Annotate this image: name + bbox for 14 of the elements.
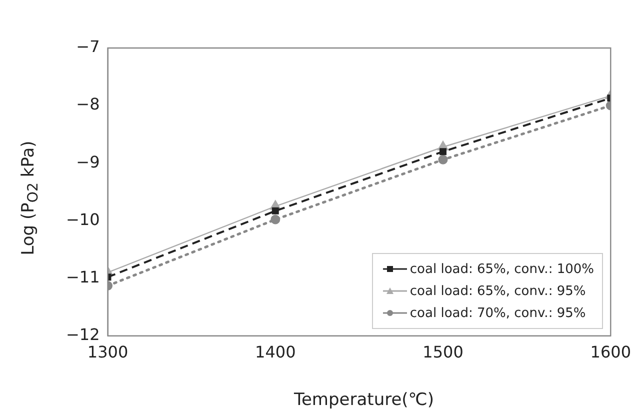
y-tick-label: −8 (76, 94, 100, 114)
y-tick-label: −9 (76, 152, 100, 172)
y-tick-label: −10 (66, 210, 100, 229)
x-axis-title: Temperature(℃) (294, 390, 434, 410)
legend-label: coal load: 70%, conv.: 95% (410, 306, 586, 320)
legend-label: coal load: 65%, conv.: 100% (410, 262, 594, 276)
x-tick-label: 1300 (87, 342, 128, 362)
y-tick-label: −12 (66, 324, 100, 344)
x-tick-label: 1500 (422, 342, 464, 362)
x-tick-label: 1400 (255, 342, 296, 362)
y-tick-label: −7 (76, 37, 100, 56)
legend-label: coal load: 65%, conv.: 95% (410, 284, 586, 298)
x-tick-label: 1600 (590, 342, 631, 362)
y-tick-label: −11 (66, 267, 100, 286)
